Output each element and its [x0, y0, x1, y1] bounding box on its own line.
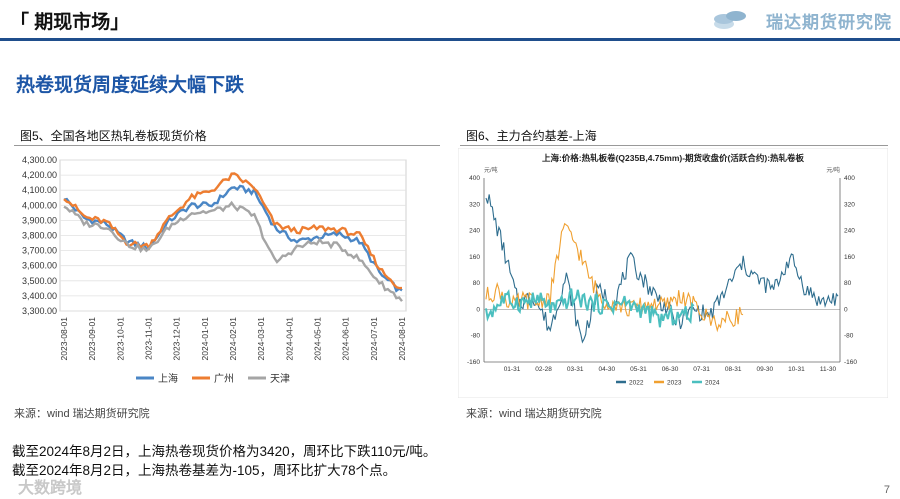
x-tick-label: 10-31: [788, 366, 805, 373]
y-tick-label-left: 400: [469, 175, 480, 182]
y-tick-label-right: 80: [844, 280, 852, 287]
chart-title: 上海:价格:热轧板卷(Q235B,4.75mm)-期货收盘价(活跃合约):热轧卷…: [542, 153, 805, 163]
y-tick-label-right: 320: [844, 201, 855, 208]
figure2-caption-rule: [460, 145, 888, 146]
x-tick-label: 2024-02-01: [228, 317, 238, 361]
y-axis-unit-right: 元/吨: [826, 166, 840, 174]
logo-text: 瑞达期货研究院: [766, 13, 892, 32]
y-tick-label-left: 0: [476, 306, 480, 313]
x-tick-label: 01-31: [504, 366, 521, 373]
section-title: 「 期现市场」: [10, 12, 130, 33]
x-tick-label: 2023-10-01: [115, 317, 125, 361]
y-tick-label-right: -160: [844, 359, 857, 366]
figure2-caption: 图6、主力合约基差-上海: [466, 129, 597, 143]
x-tick-label: 2023-08-01: [59, 317, 69, 361]
summary-line-2: 截至2024年8月2日，上海热卷基差为-105，周环比扩大78个点。: [12, 463, 397, 478]
y-tick-label-left: 160: [469, 254, 480, 261]
y-axis-unit-left: 元/吨: [484, 166, 498, 174]
y-tick-label: 4,000.00: [22, 200, 57, 210]
y-tick-label-right: 0: [844, 306, 848, 313]
y-tick-label-left: 320: [469, 201, 480, 208]
x-tick-label: 11-30: [820, 366, 837, 373]
x-tick-label: 2024-01-01: [200, 317, 210, 361]
x-tick-label: 2024-06-01: [341, 317, 351, 361]
y-tick-label: 4,300.00: [22, 155, 57, 165]
series-line-tianjin: [63, 200, 403, 302]
y-tick-label: 3,500.00: [22, 276, 57, 286]
legend-label: 天津: [270, 373, 290, 385]
y-tick-label-left: 80: [473, 280, 481, 287]
x-tick-label: 2024-03-01: [256, 317, 266, 361]
figure1-source: 来源：wind 瑞达期货研究院: [14, 408, 150, 420]
x-tick-label: 2023-09-01: [87, 317, 97, 361]
x-tick-label: 2024-08-01: [397, 317, 407, 361]
y-tick-label-left: -160: [467, 359, 480, 366]
x-tick-label: 04-30: [598, 366, 615, 373]
x-tick-label: 2023-12-01: [172, 317, 182, 361]
legend-label: 2023: [667, 380, 682, 387]
spot-price-chart: 4,300.00 4,200.00 4,100.00 4,000.00 3,900.00…: [22, 155, 407, 385]
y-tick-label-left: -80: [471, 333, 481, 340]
y-tick-label: 3,700.00: [22, 246, 57, 256]
legend-label: 2024: [705, 380, 720, 387]
y-tick-label: 3,900.00: [22, 215, 57, 225]
figure1-caption: 图5、全国各地区热轧卷板现货价格: [20, 129, 207, 143]
x-tick-label: 03-31: [567, 366, 584, 373]
y-tick-label-right: 160: [844, 254, 855, 261]
x-tick-label: 08-31: [725, 366, 742, 373]
y-tick-label-right: 240: [844, 228, 855, 235]
y-tick-label: 3,600.00: [22, 261, 57, 271]
x-tick-label: 06-30: [662, 366, 679, 373]
y-tick-label: 3,400.00: [22, 291, 57, 301]
y-tick-label: 4,100.00: [22, 185, 57, 195]
x-tick-label: 09-30: [756, 366, 773, 373]
series-line-y2024: [485, 288, 695, 328]
legend-label: 广州: [214, 373, 234, 385]
x-tick-label: 02-28: [535, 366, 552, 373]
x-tick-label: 07-31: [693, 366, 710, 373]
x-tick-label: 2023-11-01: [144, 317, 154, 360]
y-tick-label-right: -80: [844, 333, 854, 340]
chart-frame: [458, 148, 888, 398]
series-line-shanghai: [63, 184, 403, 293]
series-line-y2022: [485, 194, 839, 344]
y-tick-label-left: 240: [469, 228, 480, 235]
basis-chart: 上海:价格:热轧板卷(Q235B,4.75mm)-期货收盘价(活跃合约):热轧卷…: [458, 148, 888, 398]
figure1-caption-rule: [14, 145, 440, 146]
y-tick-label: 3,800.00: [22, 231, 57, 241]
x-tick-label: 2024-05-01: [313, 317, 323, 361]
y-tick-label-right: 400: [844, 175, 855, 182]
series-line-guangzhou: [63, 172, 402, 290]
watermark: 大数跨境: [18, 480, 83, 497]
summary-line-1: 截至2024年8月2日，上海热卷现货价格为3420，周环比下跌110元/吨。: [12, 444, 437, 459]
y-tick-label: 3,300.00: [22, 306, 57, 316]
x-tick-label: 05-31: [630, 366, 647, 373]
header-divider: [0, 38, 900, 41]
x-tick-label: 2024-07-01: [369, 317, 379, 361]
page-headline: 热卷现货周度延续大幅下跌: [16, 75, 245, 96]
company-logo: [714, 11, 746, 29]
legend-label: 上海: [158, 372, 178, 385]
legend-label: 2022: [629, 380, 644, 387]
x-tick-label: 2024-04-01: [284, 317, 294, 361]
page-number: 7: [883, 484, 890, 496]
figure2-source: 来源：wind 瑞达期货研究院: [466, 408, 602, 420]
y-tick-label: 4,200.00: [22, 170, 57, 180]
